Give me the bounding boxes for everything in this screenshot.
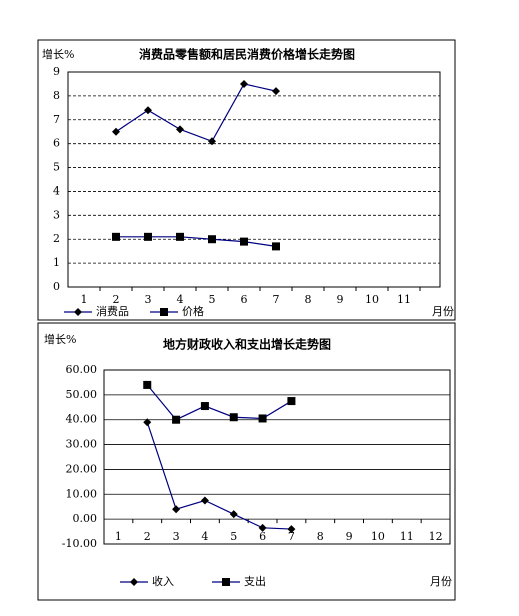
x-tick-label: 1	[115, 530, 122, 543]
data-point	[112, 232, 120, 241]
chart-title: 消费品零售额和居民消费价格增长走势图	[139, 47, 355, 62]
x-tick-label: 4	[201, 530, 208, 543]
x-tick-label: 5	[209, 293, 216, 306]
x-tick-label: 3	[173, 530, 180, 543]
x-tick-label: 2	[144, 530, 151, 543]
data-point	[112, 127, 120, 136]
series-line	[115, 83, 277, 143]
y-tick-label: 3	[53, 208, 60, 221]
x-tick-label: 11	[397, 293, 411, 306]
x-tick-label: 5	[230, 530, 237, 543]
x-tick-label: 8	[305, 293, 312, 306]
data-point	[144, 106, 152, 115]
legend-label: 价格	[182, 304, 204, 318]
y-tick-label: 30.00	[66, 438, 98, 451]
y-tick-label: 20.00	[66, 462, 98, 475]
data-point	[176, 232, 184, 241]
x-tick-label: 10	[371, 530, 385, 543]
data-point	[208, 137, 216, 146]
x-axis-label: 月份	[430, 575, 452, 588]
legend-label: 支出	[244, 574, 266, 588]
data-point	[172, 505, 181, 514]
data-point	[258, 414, 267, 423]
y-tick-label: 10.00	[66, 487, 98, 500]
y-tick-label: 2	[53, 232, 60, 245]
x-tick-label: 11	[400, 530, 414, 543]
x-tick-label: 1	[81, 293, 88, 306]
legend-label: 收入	[152, 574, 174, 588]
y-tick-label: 5	[53, 161, 60, 174]
y-tick-label: 1	[53, 256, 60, 269]
series-line	[146, 422, 292, 530]
series-line	[146, 384, 292, 421]
x-tick-label: 7	[288, 530, 295, 543]
y-axis-label: 增长%	[44, 332, 76, 346]
x-tick-label: 6	[259, 530, 266, 543]
data-point	[272, 87, 280, 96]
y-tick-label: 40.00	[66, 413, 98, 426]
data-point	[200, 496, 209, 505]
data-point	[144, 232, 152, 241]
chart-frame	[37, 322, 456, 601]
y-tick-label: 8	[53, 89, 60, 102]
legend-marker	[160, 308, 168, 316]
data-point	[143, 380, 152, 389]
x-tick-label: 7	[273, 293, 280, 306]
data-point	[172, 415, 181, 424]
x-tick-label: 2	[113, 293, 120, 306]
x-tick-label: 4	[177, 293, 184, 306]
plot-area	[103, 369, 451, 545]
legend-label: 消费品	[96, 304, 129, 318]
x-axis-label: 月份	[432, 305, 454, 318]
x-tick-label: 3	[145, 293, 152, 306]
y-tick-label: 0	[53, 280, 60, 293]
y-tick-label: 9	[53, 65, 60, 78]
y-tick-label: 4	[53, 184, 60, 197]
x-tick-label: 6	[241, 293, 248, 306]
data-point	[200, 402, 209, 411]
data-point	[240, 79, 248, 88]
y-axis-label: 增长%	[42, 47, 74, 61]
y-tick-label: 0.00	[73, 512, 98, 525]
y-tick-label: -10.00	[62, 537, 97, 550]
legend-marker	[130, 578, 138, 586]
chart-frame	[37, 39, 456, 321]
data-point	[143, 418, 152, 427]
plot-area	[67, 71, 441, 288]
legend-marker	[74, 308, 82, 316]
data-point	[229, 413, 238, 422]
legend-marker	[222, 578, 230, 586]
chart-title: 地方财政收入和支出增长走势图	[163, 337, 331, 352]
x-tick-label: 8	[317, 530, 324, 543]
data-point	[176, 125, 184, 134]
x-tick-label: 9	[337, 293, 344, 306]
y-tick-label: 60.00	[66, 363, 98, 376]
y-tick-label: 6	[53, 137, 60, 150]
data-point	[229, 510, 238, 519]
y-tick-label: 7	[53, 113, 60, 126]
data-point	[287, 397, 296, 406]
data-point	[258, 523, 267, 532]
data-point	[272, 242, 280, 251]
x-tick-label: 10	[365, 293, 379, 306]
x-tick-label: 12	[429, 530, 443, 543]
data-point	[287, 525, 296, 534]
data-point	[240, 237, 248, 246]
x-tick-label: 9	[346, 530, 353, 543]
data-point	[208, 235, 216, 244]
y-tick-label: 50.00	[66, 388, 98, 401]
series-line	[116, 236, 277, 247]
